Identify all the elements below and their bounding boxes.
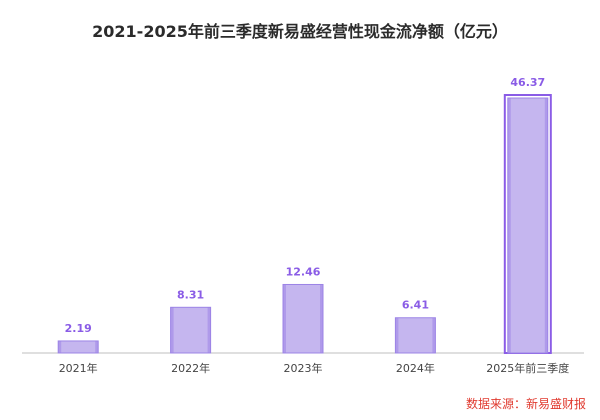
bar [282, 283, 324, 354]
bar-edge-right [320, 284, 323, 353]
x-tick-label: 2023年 [284, 361, 323, 375]
x-tick-label: 2022年 [171, 361, 210, 375]
bar-edge-left [58, 340, 62, 353]
bar [507, 97, 549, 354]
data-label: 12.46 [286, 265, 321, 278]
x-tick-label: 2024年 [396, 361, 435, 375]
chart-title: 2021-2025年前三季度新易盛经营性现金流净额（亿元） [92, 22, 508, 41]
bar-edge-right [432, 317, 436, 353]
bar-edge-left [170, 307, 174, 353]
bar-edge-left [283, 284, 286, 353]
bar-edge-left [507, 98, 511, 353]
bar [170, 306, 212, 354]
bar [394, 317, 436, 354]
bar-edge-right [207, 307, 211, 353]
data-label: 8.31 [177, 288, 204, 301]
data-label: 2.19 [65, 322, 92, 335]
x-tick-label: 2021年 [59, 361, 98, 375]
data-label: 46.37 [510, 76, 545, 89]
x-tick-label: 2025年前三季度 [486, 361, 569, 375]
bar [57, 340, 99, 354]
bar-edge-left [395, 317, 399, 353]
data-label: 6.41 [402, 299, 429, 312]
source-note: 数据来源：新易盛财报 [465, 397, 586, 411]
bar-edge-right [544, 98, 548, 353]
bar-edge-right [95, 340, 99, 353]
